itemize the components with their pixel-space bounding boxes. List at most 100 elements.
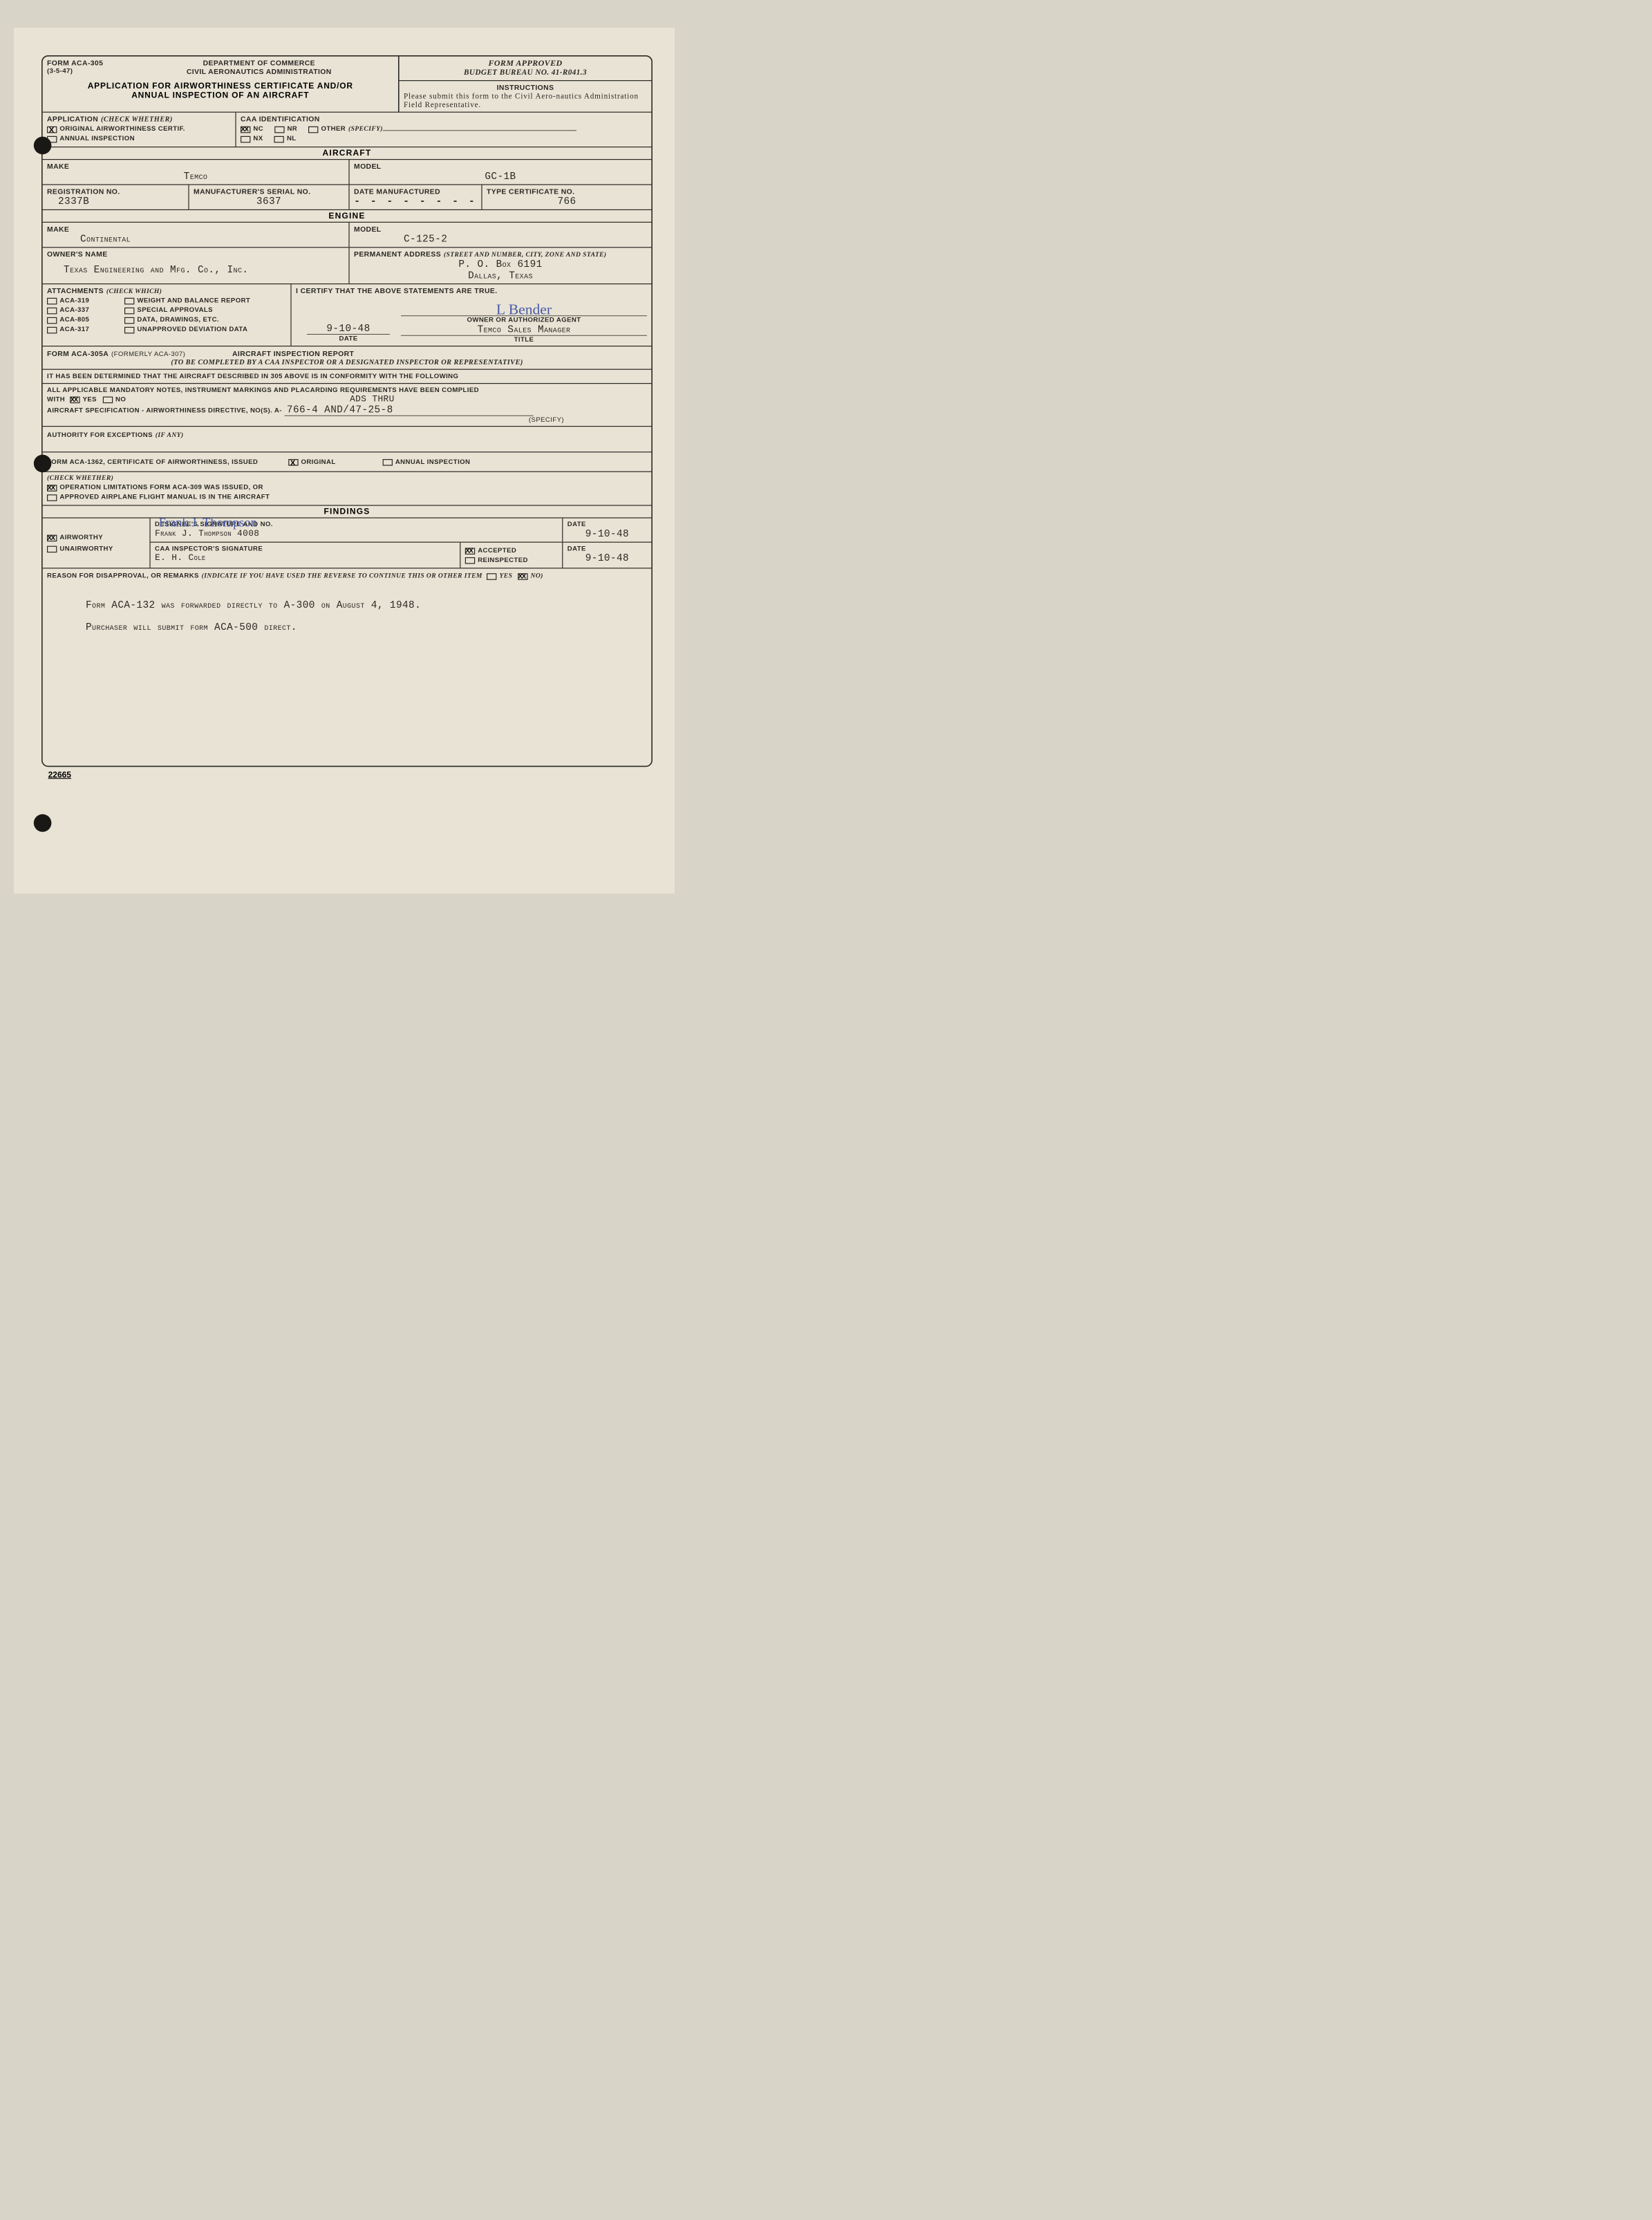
cb-weight-balance[interactable] bbox=[124, 298, 134, 305]
caa-id-label: CAA IDENTIFICATION bbox=[241, 115, 647, 123]
remarks-line1: Form ACA-132 was forwarded directly to A… bbox=[86, 599, 647, 610]
form-date: (3-5-47) bbox=[47, 67, 124, 75]
remarks-label: REASON FOR DISAPPROVAL, OR REMARKS bbox=[47, 572, 199, 579]
designee-signature: Frank J. Thompson bbox=[159, 515, 257, 530]
cb-aca319[interactable] bbox=[47, 298, 57, 305]
engine-model-label: MODEL bbox=[354, 225, 647, 233]
checkbox-nl[interactable] bbox=[274, 136, 284, 143]
application-sub: (Check whether) bbox=[101, 115, 173, 123]
cb-reinspected[interactable] bbox=[465, 557, 475, 564]
findings-date1: 9-10-48 bbox=[567, 528, 647, 539]
cert-date: 9-10-48 bbox=[307, 323, 390, 335]
insp-sub: (To be completed by a CAA inspector or a… bbox=[47, 357, 647, 366]
application-label: APPLICATION bbox=[47, 115, 98, 123]
engine-banner: ENGINE bbox=[43, 210, 652, 223]
admin-label: CIVIL AERONAUTICS ADMINISTRATION bbox=[124, 67, 394, 75]
cb-accepted[interactable] bbox=[465, 548, 475, 554]
aircraft-banner: AIRCRAFT bbox=[43, 147, 652, 160]
cb-special-approvals[interactable] bbox=[124, 308, 134, 315]
spec-label: AIRCRAFT SPECIFICATION - AIRWORTHINESS D… bbox=[47, 407, 282, 414]
owner-name: Texas Engineering and Mfg. Co., Inc. bbox=[47, 264, 344, 275]
insp-title: AIRCRAFT INSPECTION REPORT bbox=[232, 349, 354, 357]
checkbox-original-cert[interactable] bbox=[47, 127, 57, 133]
checkbox-nx[interactable] bbox=[241, 136, 250, 143]
formerly-label: (FORMERLY ACA-307) bbox=[111, 350, 185, 357]
designee-name: Frank J. Thompson 4008 bbox=[155, 528, 558, 539]
cb-reverse-yes[interactable] bbox=[487, 573, 496, 580]
owner-name-label: OWNER'S NAME bbox=[47, 250, 344, 258]
other-specify-field[interactable] bbox=[383, 130, 576, 131]
cb-complied-no[interactable] bbox=[103, 397, 113, 404]
instructions-text: Please submit this form to the Civil Aer… bbox=[404, 92, 647, 110]
punch-hole bbox=[34, 137, 52, 155]
specify-label: (SPECIFY) bbox=[47, 416, 647, 423]
cb-aca805[interactable] bbox=[47, 317, 57, 324]
date-mfg: - - - - - - - - bbox=[354, 196, 477, 207]
footer-number: 22665 bbox=[48, 770, 71, 780]
attach-label: ATTACHMENTS bbox=[47, 286, 104, 295]
cb-1362-original[interactable] bbox=[288, 459, 298, 466]
checkbox-nr[interactable] bbox=[274, 127, 284, 133]
cb-complied-yes[interactable] bbox=[70, 397, 79, 404]
reg-label: REGISTRATION NO. bbox=[47, 187, 184, 196]
engine-make-label: MAKE bbox=[47, 225, 344, 233]
checkbox-nc[interactable] bbox=[241, 127, 250, 133]
agent-label: OWNER OR AUTHORIZED AGENT bbox=[401, 316, 647, 324]
owner-addr2: Dallas, Texas bbox=[354, 270, 647, 281]
engine-make: Continental bbox=[47, 233, 344, 244]
date-mfg-label: DATE MANUFACTURED bbox=[354, 187, 477, 196]
form-title-1: APPLICATION FOR AIRWORTHINESS CERTIFICAT… bbox=[47, 82, 394, 91]
cb-flight-manual[interactable] bbox=[47, 494, 57, 501]
make-label: MAKE bbox=[47, 162, 344, 170]
approved-label: FORM APPROVED bbox=[404, 59, 647, 68]
spec-value: 766-4 AND/47-25-8 bbox=[285, 404, 534, 416]
form-title-2: ANNUAL INSPECTION OF AN AIRCRAFT bbox=[47, 91, 394, 100]
instructions-hdr: INSTRUCTIONS bbox=[404, 83, 647, 91]
cb-aca337[interactable] bbox=[47, 308, 57, 315]
header-row: FORM ACA-305 (3-5-47) DEPARTMENT OF COMM… bbox=[43, 57, 652, 113]
checkbox-other[interactable] bbox=[308, 127, 318, 133]
check-whether-label: (Check whether) bbox=[47, 474, 647, 482]
type-cert-no: 766 bbox=[487, 196, 647, 207]
findings-date2-label: DATE bbox=[567, 545, 647, 552]
findings-date2: 9-10-48 bbox=[567, 552, 647, 563]
form-number: FORM ACA-305 bbox=[47, 59, 124, 67]
punch-hole bbox=[34, 455, 52, 473]
certify-label: I CERTIFY THAT THE ABOVE STATEMENTS ARE … bbox=[296, 286, 647, 295]
cb-aca317[interactable] bbox=[47, 327, 57, 334]
cb-op-limitations[interactable] bbox=[47, 485, 57, 492]
cert-date-label: DATE bbox=[296, 335, 401, 342]
aircraft-make: Temco bbox=[47, 171, 344, 182]
serial-no: 3637 bbox=[194, 196, 344, 207]
reg-no: 2337B bbox=[47, 196, 184, 207]
serial-label: MANUFACTURER'S SERIAL NO. bbox=[194, 187, 344, 196]
remarks-sub: (Indicate if you have used the reverse t… bbox=[202, 572, 482, 579]
engine-model: C-125-2 bbox=[354, 233, 647, 244]
application-row: APPLICATION (Check whether) ORIGINAL AIR… bbox=[43, 113, 652, 147]
findings-date1-label: DATE bbox=[567, 521, 647, 528]
attach-sub: (Check which) bbox=[106, 288, 162, 295]
cb-reverse-no[interactable] bbox=[518, 573, 527, 580]
cert-title: Temco Sales Manager bbox=[401, 324, 647, 335]
dept-label: DEPARTMENT OF COMMERCE bbox=[124, 59, 394, 67]
cb-unairworthy[interactable] bbox=[47, 546, 57, 553]
form1362-label: FORM ACA-1362, CERTIFICATE OF AIRWORTHIN… bbox=[47, 458, 258, 465]
cb-1362-annual[interactable] bbox=[382, 459, 392, 466]
conform-text: IT HAS BEEN DETERMINED THAT THE AIRCRAFT… bbox=[47, 373, 647, 380]
authority-label: AUTHORITY FOR EXCEPTIONS bbox=[47, 431, 153, 438]
punch-hole bbox=[34, 814, 52, 832]
budget-label: BUDGET BUREAU NO. 41-R041.3 bbox=[404, 68, 647, 77]
insp-form-label: FORM ACA-305a bbox=[47, 349, 109, 357]
findings-banner: FINDINGS bbox=[43, 506, 652, 519]
ads-thru: ADS THRU bbox=[350, 393, 395, 404]
addr-label: PERMANENT ADDRESS bbox=[354, 250, 441, 258]
authority-sub: (If any) bbox=[156, 431, 184, 438]
remarks-line2: Purchaser will submit form ACA-500 direc… bbox=[86, 622, 647, 633]
owner-addr1: P. O. Box 6191 bbox=[354, 259, 647, 270]
model-label: MODEL bbox=[354, 162, 647, 170]
inspector-name: E. H. Cole bbox=[155, 552, 456, 563]
cb-data-drawings[interactable] bbox=[124, 317, 134, 324]
cb-airworthy[interactable] bbox=[47, 534, 57, 541]
cb-unapproved-dev[interactable] bbox=[124, 327, 134, 334]
mandatory-text: ALL APPLICABLE MANDATORY NOTES, INSTRUME… bbox=[47, 386, 647, 393]
